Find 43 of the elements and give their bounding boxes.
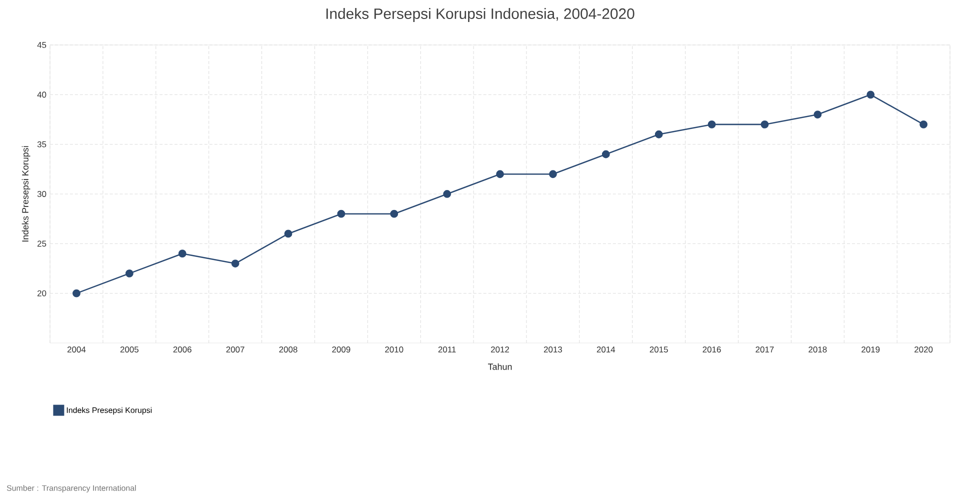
- point: [866, 90, 875, 99]
- point: [760, 120, 769, 128]
- point: [284, 230, 292, 238]
- x-tick-label: 2020: [914, 346, 933, 352]
- point: [390, 210, 398, 218]
- point: [443, 190, 452, 198]
- x-tick-label: 2017: [756, 346, 774, 352]
- x-tick-label: 2007: [226, 346, 244, 352]
- x-tick-label: 2019: [862, 346, 880, 352]
- x-tick-label: 2018: [808, 346, 827, 352]
- y-tick-label: 30: [37, 190, 46, 197]
- x-tick-label: 2011: [438, 346, 456, 352]
- x-tick-label: 2016: [702, 346, 721, 352]
- y-tick-label: 25: [37, 240, 46, 247]
- point: [920, 120, 928, 128]
- x-tick-label: 2005: [120, 346, 138, 352]
- y-tick-label: 40: [37, 92, 46, 98]
- point: [549, 170, 557, 178]
- x-axis-title: Tahun: [488, 363, 512, 370]
- x-tick-label: 2015: [650, 346, 668, 352]
- x-tick-label: 2009: [332, 346, 350, 352]
- point: [231, 260, 240, 268]
- y-axis-title: Indeks Presepsi Korupsi: [22, 146, 30, 242]
- x-tick-label: 2008: [279, 346, 298, 352]
- chart-title: Indeks Persepsi Korupsi Indonesia, 2004-2020: [326, 8, 634, 22]
- y-tick-label: 35: [37, 141, 46, 148]
- x-tick-label: 2012: [491, 346, 509, 352]
- point: [72, 289, 80, 298]
- x-tick-label: 2004: [67, 346, 86, 352]
- x-tick-label: 2014: [596, 346, 616, 352]
- point: [496, 170, 504, 178]
- point: [602, 150, 610, 158]
- point: [814, 110, 822, 118]
- point: [654, 130, 663, 138]
- point: [125, 270, 134, 278]
- point: [708, 120, 716, 128]
- y-tick-label: 20: [37, 290, 46, 296]
- point: [337, 210, 346, 218]
- y-tick-label: 45: [37, 42, 46, 48]
- x-tick-label: 2006: [173, 346, 192, 352]
- x-tick-label: 2010: [385, 346, 404, 352]
- point: [178, 250, 186, 258]
- x-tick-label: 2013: [544, 346, 562, 352]
